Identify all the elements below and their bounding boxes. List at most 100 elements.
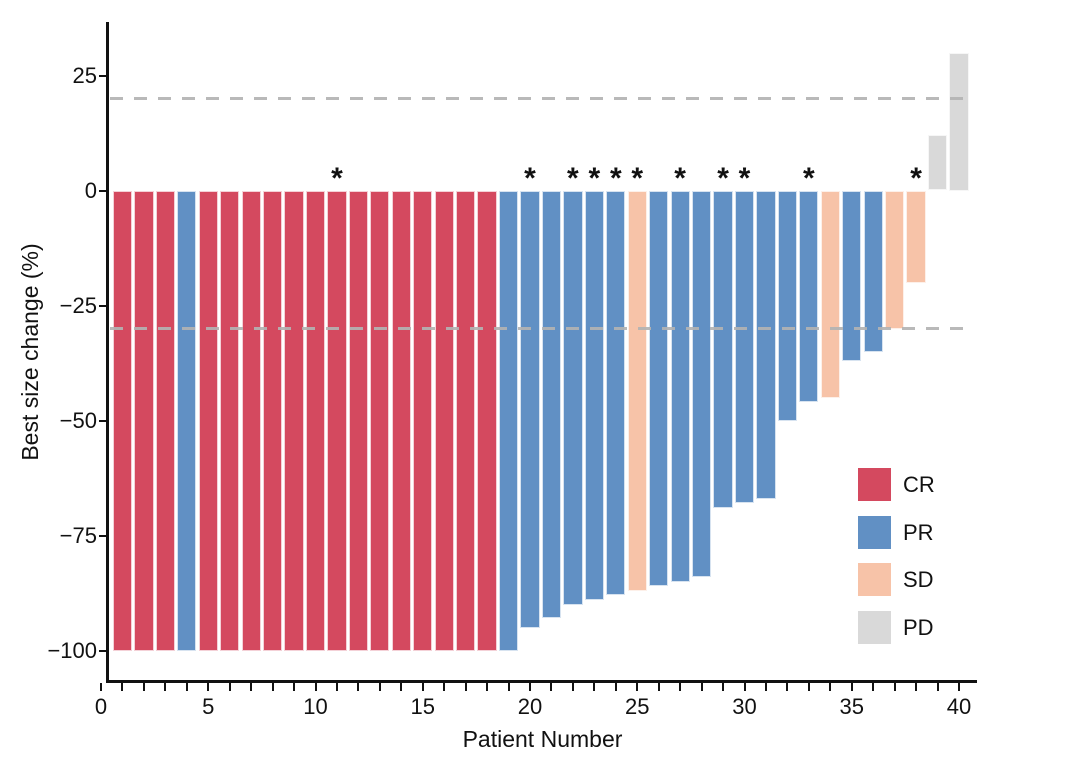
x-tick-mark xyxy=(786,683,789,691)
bar-patient-11 xyxy=(327,190,347,651)
x-tick-mark xyxy=(507,683,510,691)
bar-patient-16 xyxy=(434,190,454,651)
star-marker-patient-33: * xyxy=(803,162,815,195)
x-tick-mark xyxy=(743,683,746,691)
x-axis-line xyxy=(106,680,977,683)
bar-patient-34 xyxy=(820,190,840,398)
x-tick-mark xyxy=(700,683,703,691)
x-tick-mark xyxy=(314,683,317,691)
x-tick-mark xyxy=(529,683,531,691)
x-tick-mark xyxy=(335,683,338,691)
x-tick-label-30: 30 xyxy=(732,694,757,719)
x-tick-mark xyxy=(207,683,210,691)
x-tick-mark xyxy=(271,683,274,691)
x-tick-mark xyxy=(100,683,102,691)
bar-patient-3 xyxy=(155,190,175,651)
x-tick-mark xyxy=(958,683,960,691)
bar-patient-13 xyxy=(370,190,390,651)
x-tick-mark xyxy=(593,683,596,691)
x-tick-mark xyxy=(764,683,767,691)
y-tick-label-0: 0 xyxy=(84,177,97,203)
bar-patient-14 xyxy=(391,190,411,651)
bar-patient-20 xyxy=(520,190,540,628)
bar-patient-26 xyxy=(649,190,669,587)
y-tick-mark xyxy=(99,74,106,77)
x-tick-label-40: 40 xyxy=(946,694,972,719)
legend-swatch-cr xyxy=(858,468,891,501)
legend-swatch-sd xyxy=(858,563,891,596)
x-tick-label-25: 25 xyxy=(625,694,650,719)
bar-patient-31 xyxy=(756,190,776,499)
x-tick-mark xyxy=(421,683,424,691)
x-tick-label-5: 5 xyxy=(202,694,215,719)
bar-patient-2 xyxy=(134,190,154,651)
x-tick-mark xyxy=(142,683,145,691)
bar-patient-29 xyxy=(713,190,733,508)
bar-patient-37 xyxy=(885,190,905,329)
x-tick-mark xyxy=(378,683,381,691)
bar-patient-32 xyxy=(777,190,798,421)
x-tick-mark xyxy=(185,683,188,691)
x-tick-mark xyxy=(250,683,253,691)
x-tick-mark xyxy=(164,683,167,691)
star-marker-patient-29: * xyxy=(717,162,729,195)
bar-patient-7 xyxy=(241,190,261,651)
bar-patient-25 xyxy=(627,190,647,591)
bar-patient-12 xyxy=(348,190,369,651)
y-tick-mark xyxy=(99,419,106,422)
bar-patient-23 xyxy=(584,190,604,600)
bar-patient-5 xyxy=(198,190,218,651)
x-tick-mark xyxy=(400,683,403,691)
bar-patient-15 xyxy=(413,190,433,651)
x-tick-label-20: 20 xyxy=(517,694,543,719)
x-tick-mark xyxy=(571,683,574,691)
x-tick-mark xyxy=(550,683,553,691)
bar-patient-17 xyxy=(456,190,476,651)
star-marker-patient-23: * xyxy=(588,162,601,195)
x-tick-mark xyxy=(443,683,446,691)
bar-patient-28 xyxy=(691,190,712,577)
bar-patient-27 xyxy=(670,190,690,582)
bar-patient-38 xyxy=(906,190,926,283)
x-tick-label-10: 10 xyxy=(303,694,328,719)
star-marker-patient-22: * xyxy=(567,162,579,195)
x-tick-label-15: 15 xyxy=(410,694,435,719)
bar-patient-24 xyxy=(606,190,626,596)
y-tick-mark xyxy=(99,534,106,537)
x-tick-mark xyxy=(850,683,853,691)
x-tick-mark xyxy=(228,683,231,691)
star-marker-patient-27: * xyxy=(674,162,686,195)
x-tick-mark xyxy=(807,683,810,691)
x-tick-mark xyxy=(357,683,360,691)
y-tick-mark xyxy=(99,189,106,192)
bar-patient-18 xyxy=(477,190,497,651)
x-tick-mark xyxy=(893,683,896,691)
x-tick-mark xyxy=(679,683,682,691)
star-marker-patient-20: * xyxy=(524,162,536,195)
bar-patient-1 xyxy=(112,190,133,651)
y-tick-label-25: 25 xyxy=(72,62,97,88)
bar-patient-36 xyxy=(863,190,883,352)
star-marker-patient-11: * xyxy=(331,162,343,195)
bar-patient-35 xyxy=(842,190,862,361)
x-tick-mark xyxy=(614,683,617,691)
bar-patient-39 xyxy=(927,135,948,191)
x-tick-label-0: 0 xyxy=(94,694,108,719)
star-marker-patient-30: * xyxy=(738,162,751,195)
x-tick-mark xyxy=(464,683,467,691)
bar-patient-6 xyxy=(220,190,240,651)
x-tick-mark xyxy=(936,683,939,691)
x-tick-mark xyxy=(915,683,918,691)
bar-patient-9 xyxy=(284,190,304,651)
bar-patient-10 xyxy=(305,190,326,651)
bar-patient-21 xyxy=(541,190,562,619)
x-tick-mark xyxy=(722,683,725,691)
y-tick-mark xyxy=(99,304,106,307)
bar-patient-19 xyxy=(498,190,519,651)
star-marker-patient-24: * xyxy=(609,162,622,195)
x-tick-mark xyxy=(657,683,660,691)
x-tick-mark xyxy=(486,683,489,691)
reference-line-20 xyxy=(110,97,968,100)
x-tick-label-35: 35 xyxy=(839,694,864,719)
